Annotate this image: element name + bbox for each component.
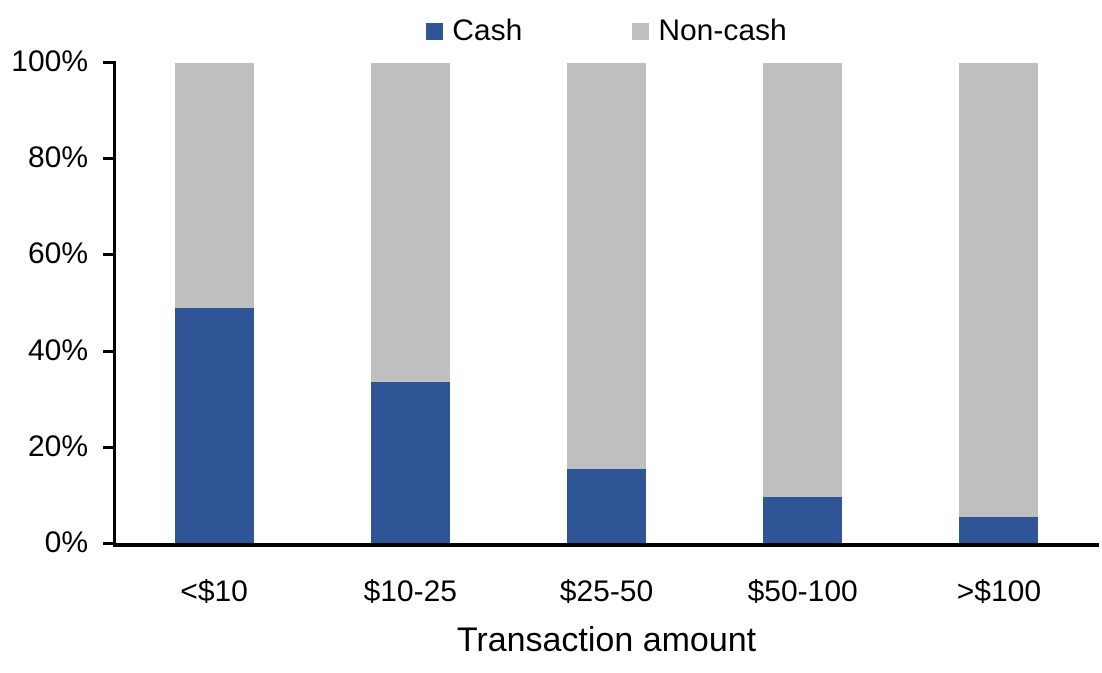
noncash-segment [567,63,646,543]
y-tick-label-40: 40% [27,334,88,367]
y-tick-mark [103,542,116,545]
legend: Cash Non-cash [116,12,1097,50]
x-axis-title: Transaction amount [456,621,757,659]
noncash-legend-swatch-icon [632,22,650,40]
cash-segment [567,468,646,543]
y-tick-mark [103,157,116,160]
x-tick-label-10-25: $10-25 [363,575,457,608]
x-tick-label-gt100: >$100 [956,575,1042,608]
y-axis-line [113,61,116,547]
legend-item-noncash: Non-cash [632,14,787,48]
bar-lt10 [174,63,254,543]
y-tick-mark [103,253,116,256]
bar-10-25 [370,63,450,543]
cash-legend-label: Cash [452,14,523,47]
bar-gt100 [959,63,1039,543]
bar-50-100 [763,63,843,543]
plot-area [116,63,1097,543]
noncash-legend-label: Non-cash [658,14,787,47]
y-tick-label-60: 60% [27,237,88,270]
y-tick-label-80: 80% [27,141,88,174]
cash-segment [763,497,843,543]
y-tick-label-100: 100% [11,45,88,78]
x-tick-label-50-100: $50-100 [747,575,858,608]
cash-segment [174,307,254,543]
legend-item-cash: Cash [426,14,522,48]
y-tick-label-20: 20% [27,430,88,463]
x-tick-label-lt10: <$10 [180,575,248,608]
noncash-segment [763,63,843,543]
y-tick-mark [103,61,116,64]
y-tick-mark [103,350,116,353]
noncash-segment [959,63,1039,543]
cash-legend-swatch-icon [426,22,444,40]
y-tick-mark [103,446,116,449]
x-axis-line [113,543,1099,547]
cash-segment [370,382,450,543]
x-tick-label-25-50: $25-50 [559,575,654,608]
cash-segment [959,516,1039,543]
bar-25-50 [567,63,646,543]
y-tick-label-0: 0% [44,526,88,559]
